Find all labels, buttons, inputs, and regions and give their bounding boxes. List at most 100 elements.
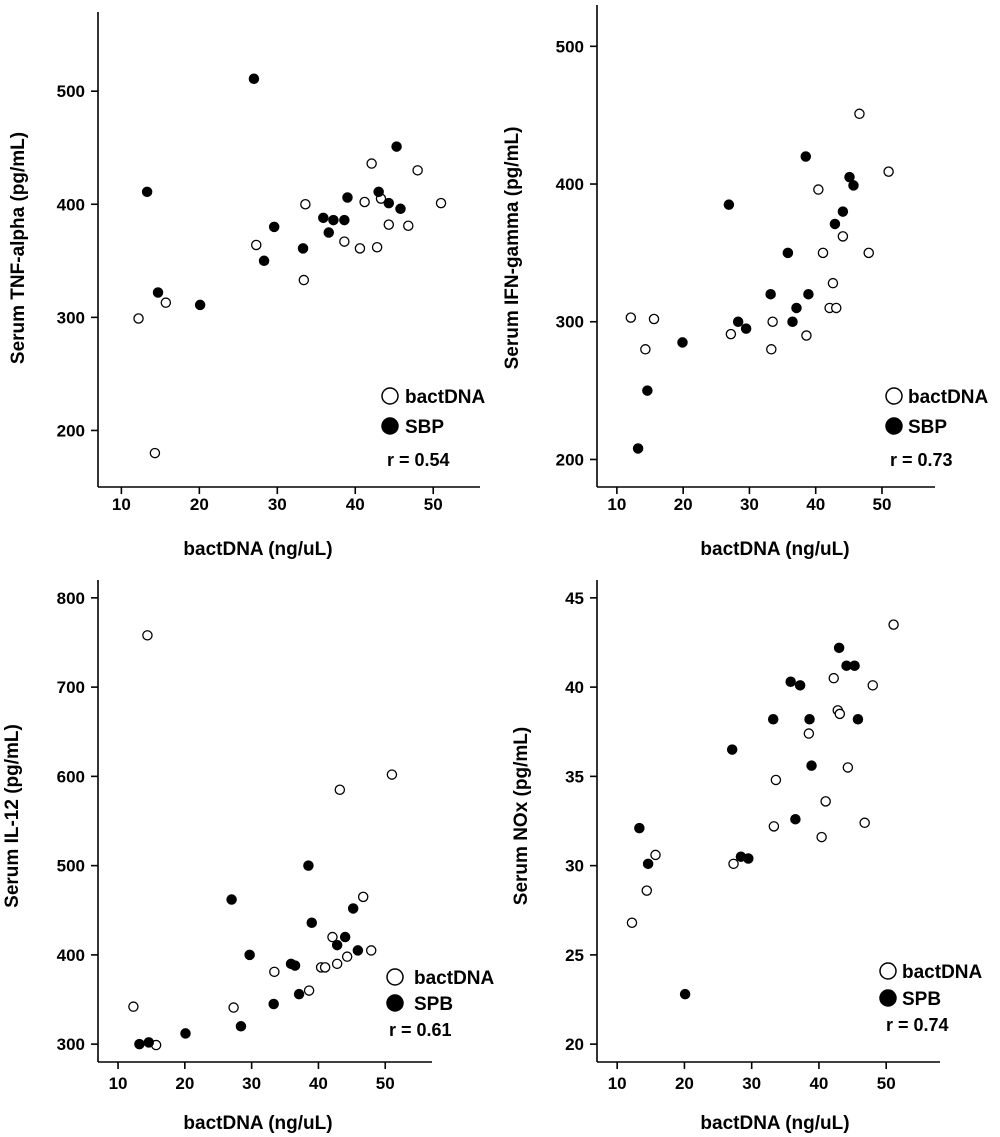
y-axis-label: Serum IL-12 (pg/mL) <box>2 724 23 908</box>
data-point-filled <box>848 180 859 191</box>
x-tick-label: 50 <box>376 1074 395 1093</box>
data-point-open <box>412 165 423 176</box>
x-tick-label: 30 <box>268 495 287 514</box>
data-point-open <box>725 328 737 340</box>
x-tick-label: 20 <box>175 1074 194 1093</box>
y-tick-label: 30 <box>565 857 584 876</box>
data-point-filled <box>791 302 802 314</box>
data-point-open <box>768 821 780 832</box>
data-point-filled <box>373 186 384 198</box>
y-tick-label: 700 <box>57 678 85 697</box>
data-point-open <box>650 849 661 861</box>
data-point-open <box>228 1002 239 1013</box>
x-axis-label: bactDNA (ng/uL) <box>700 1113 849 1134</box>
y-tick-label: 800 <box>57 589 85 608</box>
data-point-open <box>888 619 899 630</box>
legend-marker-open <box>885 387 903 405</box>
data-point-open <box>837 231 849 242</box>
data-point-filled <box>782 247 794 259</box>
x-tick-label: 30 <box>740 495 759 514</box>
data-point-filled <box>849 660 860 671</box>
legend-label: SPB <box>414 994 453 1015</box>
y-tick-label: 400 <box>57 946 85 965</box>
data-point-filled <box>391 141 402 152</box>
legend-label: SBP <box>908 417 947 438</box>
data-point-open <box>767 316 778 327</box>
data-point-filled <box>268 998 279 1010</box>
data-point-filled <box>180 1028 191 1039</box>
chart-panel-4: 10 20 30 40 50 20 25 30 35 40 45 bactDNA (ng/uL) Ser… <box>511 580 983 1134</box>
y-tick-label: 40 <box>565 678 584 697</box>
data-point-filled <box>244 949 255 961</box>
data-point-open <box>334 784 346 796</box>
data-point-filled <box>765 288 776 300</box>
legend-marker-open <box>381 387 399 405</box>
data-point-open <box>365 945 377 956</box>
y-tick-label: 600 <box>57 767 85 786</box>
data-point-filled <box>634 822 645 834</box>
data-point-filled <box>732 316 744 327</box>
chart-panel-2: 10 20 30 40 50 200 300 400 500 bactDNA (ng/uL) Ser… <box>502 5 989 560</box>
y-tick-label: 500 <box>57 82 85 101</box>
data-point-filled <box>806 760 817 771</box>
y-axis-label: Serum IFN-gamma (pg/mL) <box>502 127 523 370</box>
data-point-filled <box>297 243 309 254</box>
data-point-open <box>133 313 144 324</box>
data-point-open <box>366 158 377 169</box>
data-point-filled <box>837 206 849 217</box>
legend-marker-filled <box>386 994 404 1012</box>
data-point-open <box>626 917 638 929</box>
data-point-open <box>303 985 315 996</box>
data-point-filled <box>803 288 814 300</box>
data-point-filled <box>226 894 237 905</box>
data-point-filled <box>383 197 395 209</box>
data-point-filled <box>785 676 796 688</box>
y-tick-label: 400 <box>556 175 584 194</box>
y-tick-label: 200 <box>556 450 584 469</box>
data-point-filled <box>194 299 206 311</box>
y-tick-label: 300 <box>57 308 85 327</box>
data-point-open <box>371 241 383 253</box>
data-point-filled <box>331 939 343 951</box>
legend-marker-filled <box>879 989 897 1007</box>
legend-marker-open <box>879 962 897 980</box>
data-point-open <box>251 239 262 251</box>
data-point-open <box>648 313 660 325</box>
data-point-open <box>828 672 839 684</box>
legend-marker-filled <box>381 417 399 435</box>
data-point-open <box>816 831 827 843</box>
y-tick-label: 300 <box>57 1035 85 1054</box>
x-axis-label: bactDNA (ng/uL) <box>183 1113 332 1134</box>
legend-label: SBP <box>405 417 444 438</box>
data-point-filled <box>726 744 738 755</box>
correlation-label: r = 0.54 <box>387 450 450 470</box>
data-point-open <box>386 769 398 780</box>
y-axis-label: Serum TNF-alpha (pg/mL) <box>8 132 29 364</box>
x-tick-label: 20 <box>675 1074 694 1093</box>
data-point-filled <box>289 960 301 971</box>
x-axis-label: bactDNA (ng/uL) <box>700 539 849 560</box>
x-tick-label: 10 <box>109 1074 128 1093</box>
x-tick-label: 20 <box>190 495 209 514</box>
data-point-open <box>300 199 311 210</box>
data-point-open <box>834 708 846 720</box>
data-point-filled <box>844 171 855 183</box>
legend-label: bactDNA <box>414 968 495 989</box>
data-point-filled <box>800 151 812 162</box>
data-point-filled <box>723 199 735 210</box>
data-point-filled <box>804 713 815 725</box>
legend-marker-filled <box>885 417 903 435</box>
legend-label: bactDNA <box>405 387 486 408</box>
data-point-open <box>859 817 870 829</box>
data-point-filled <box>833 642 845 654</box>
y-tick-label: 20 <box>565 1035 584 1054</box>
data-point-open <box>354 243 366 254</box>
data-point-open <box>160 297 172 308</box>
data-point-filled <box>134 1038 145 1050</box>
data-point-open <box>867 680 878 691</box>
data-point-filled <box>303 860 314 871</box>
data-point-open <box>331 958 343 970</box>
x-tick-label: 10 <box>608 1074 627 1093</box>
data-point-filled <box>342 192 353 203</box>
data-point-open <box>883 166 894 177</box>
